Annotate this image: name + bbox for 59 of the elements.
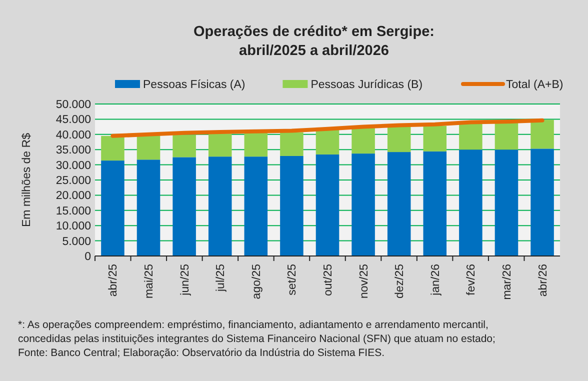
bar bbox=[172, 157, 196, 256]
bar bbox=[101, 136, 124, 161]
bar bbox=[208, 134, 232, 157]
bar bbox=[136, 136, 160, 160]
bar bbox=[136, 160, 160, 256]
y-tick-label: 0 bbox=[84, 251, 91, 263]
x-tick-label: jan/26 bbox=[430, 264, 442, 296]
source-note: Fonte: Banco Central; Elaboração: Observatório da Indústria do Sistema FIES. bbox=[18, 347, 385, 359]
legend-label: Total (A+B) bbox=[506, 79, 564, 91]
line-series bbox=[110, 118, 544, 138]
legend-label: Pessoas Físicas (A) bbox=[143, 79, 246, 91]
x-tick-label: abr/25 bbox=[108, 264, 120, 297]
chart-title: Operações de crédito* em Sergipe: abril/2025 a abril/2026 bbox=[194, 24, 434, 59]
y-tick-label: 30.000 bbox=[56, 160, 91, 172]
y-tick-label: 5.000 bbox=[62, 236, 91, 248]
bar bbox=[316, 154, 340, 256]
x-tick-label: fev/26 bbox=[466, 264, 478, 296]
x-tick-label: nov/25 bbox=[358, 264, 370, 299]
y-tick-label: 45.000 bbox=[56, 114, 91, 126]
x-tick-label: ago/25 bbox=[250, 264, 263, 300]
x-tick-label: out/25 bbox=[322, 264, 334, 296]
bar bbox=[280, 156, 304, 256]
text: concedidas pelas instituições integrantes do Sistema Financeiro Nacional (SFN) que atuam no estado; bbox=[18, 333, 496, 345]
bar bbox=[387, 126, 411, 152]
bar bbox=[494, 122, 518, 150]
bar bbox=[423, 151, 447, 256]
bar bbox=[352, 128, 375, 154]
text: *: As operações compreendem: empréstimo, financiamento, adiantamento e arrendamento mercantil, bbox=[18, 319, 488, 331]
y-axis-title: Em milhões de R$ bbox=[21, 132, 33, 227]
bar bbox=[459, 150, 482, 256]
bar bbox=[244, 132, 268, 157]
bar bbox=[280, 132, 304, 156]
x-tick-label: jul/25 bbox=[215, 264, 228, 292]
y-tick-label: 40.000 bbox=[56, 129, 91, 142]
bar bbox=[530, 120, 554, 149]
y-tick-label: 25.000 bbox=[56, 175, 91, 187]
bar bbox=[101, 160, 124, 256]
bar bbox=[316, 130, 340, 154]
bar bbox=[530, 148, 554, 256]
bar bbox=[387, 152, 411, 256]
legend-label: Pessoas Jurídicas (B) bbox=[310, 79, 423, 91]
x-tick-label: mar/26 bbox=[501, 264, 514, 300]
bar bbox=[352, 154, 375, 256]
bar bbox=[423, 126, 447, 152]
x-tick-label: dez/25 bbox=[394, 264, 406, 299]
x-tick-label: jun/25 bbox=[179, 264, 192, 296]
bar bbox=[459, 122, 482, 150]
bar bbox=[244, 156, 268, 256]
y-tick-label: 50.000 bbox=[56, 99, 91, 111]
bar bbox=[208, 156, 232, 256]
y-tick-label: 10.000 bbox=[56, 220, 91, 233]
bar bbox=[172, 135, 196, 158]
x-tick-label: mai/25 bbox=[144, 264, 156, 299]
y-tick-label: 35.000 bbox=[56, 144, 91, 157]
y-tick-label: 20.000 bbox=[56, 190, 91, 202]
x-tick-label: set/25 bbox=[286, 264, 299, 296]
x-tick-label: abr/26 bbox=[537, 264, 550, 297]
bar bbox=[494, 150, 518, 256]
y-tick-label: 15.000 bbox=[56, 205, 91, 218]
